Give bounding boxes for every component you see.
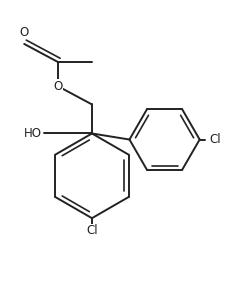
Text: HO: HO bbox=[24, 127, 42, 140]
Text: Cl: Cl bbox=[210, 133, 221, 146]
Text: O: O bbox=[20, 26, 29, 39]
Text: O: O bbox=[53, 80, 63, 93]
Text: Cl: Cl bbox=[86, 224, 98, 237]
